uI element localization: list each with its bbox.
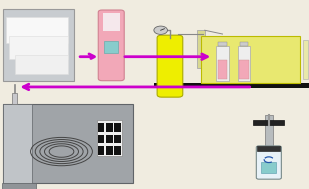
- Bar: [218, 60, 227, 79]
- Bar: [3, 104, 133, 183]
- Bar: [257, 146, 280, 151]
- Bar: [114, 123, 121, 132]
- Bar: [265, 115, 273, 147]
- Bar: [238, 46, 250, 81]
- Bar: [15, 55, 68, 74]
- Bar: [261, 162, 276, 173]
- Bar: [104, 41, 118, 53]
- Bar: [253, 120, 284, 125]
- Bar: [98, 146, 104, 155]
- Bar: [12, 93, 17, 104]
- Bar: [103, 13, 120, 31]
- FancyBboxPatch shape: [256, 146, 281, 179]
- Bar: [154, 83, 309, 88]
- Bar: [218, 42, 227, 46]
- Bar: [216, 46, 229, 81]
- Bar: [114, 146, 121, 155]
- Bar: [96, 120, 122, 156]
- FancyBboxPatch shape: [157, 35, 183, 97]
- Bar: [98, 135, 104, 143]
- Bar: [239, 60, 249, 79]
- Bar: [6, 17, 68, 43]
- Bar: [240, 42, 248, 46]
- Bar: [98, 123, 104, 132]
- Bar: [114, 135, 121, 143]
- Circle shape: [154, 26, 167, 34]
- FancyBboxPatch shape: [98, 10, 124, 81]
- Bar: [2, 183, 36, 189]
- Bar: [106, 135, 112, 143]
- Bar: [201, 36, 300, 83]
- Bar: [197, 30, 205, 68]
- Bar: [9, 36, 68, 59]
- Bar: [106, 146, 112, 155]
- Bar: [303, 40, 308, 79]
- Bar: [106, 123, 112, 132]
- Bar: [3, 9, 74, 81]
- Bar: [3, 104, 32, 183]
